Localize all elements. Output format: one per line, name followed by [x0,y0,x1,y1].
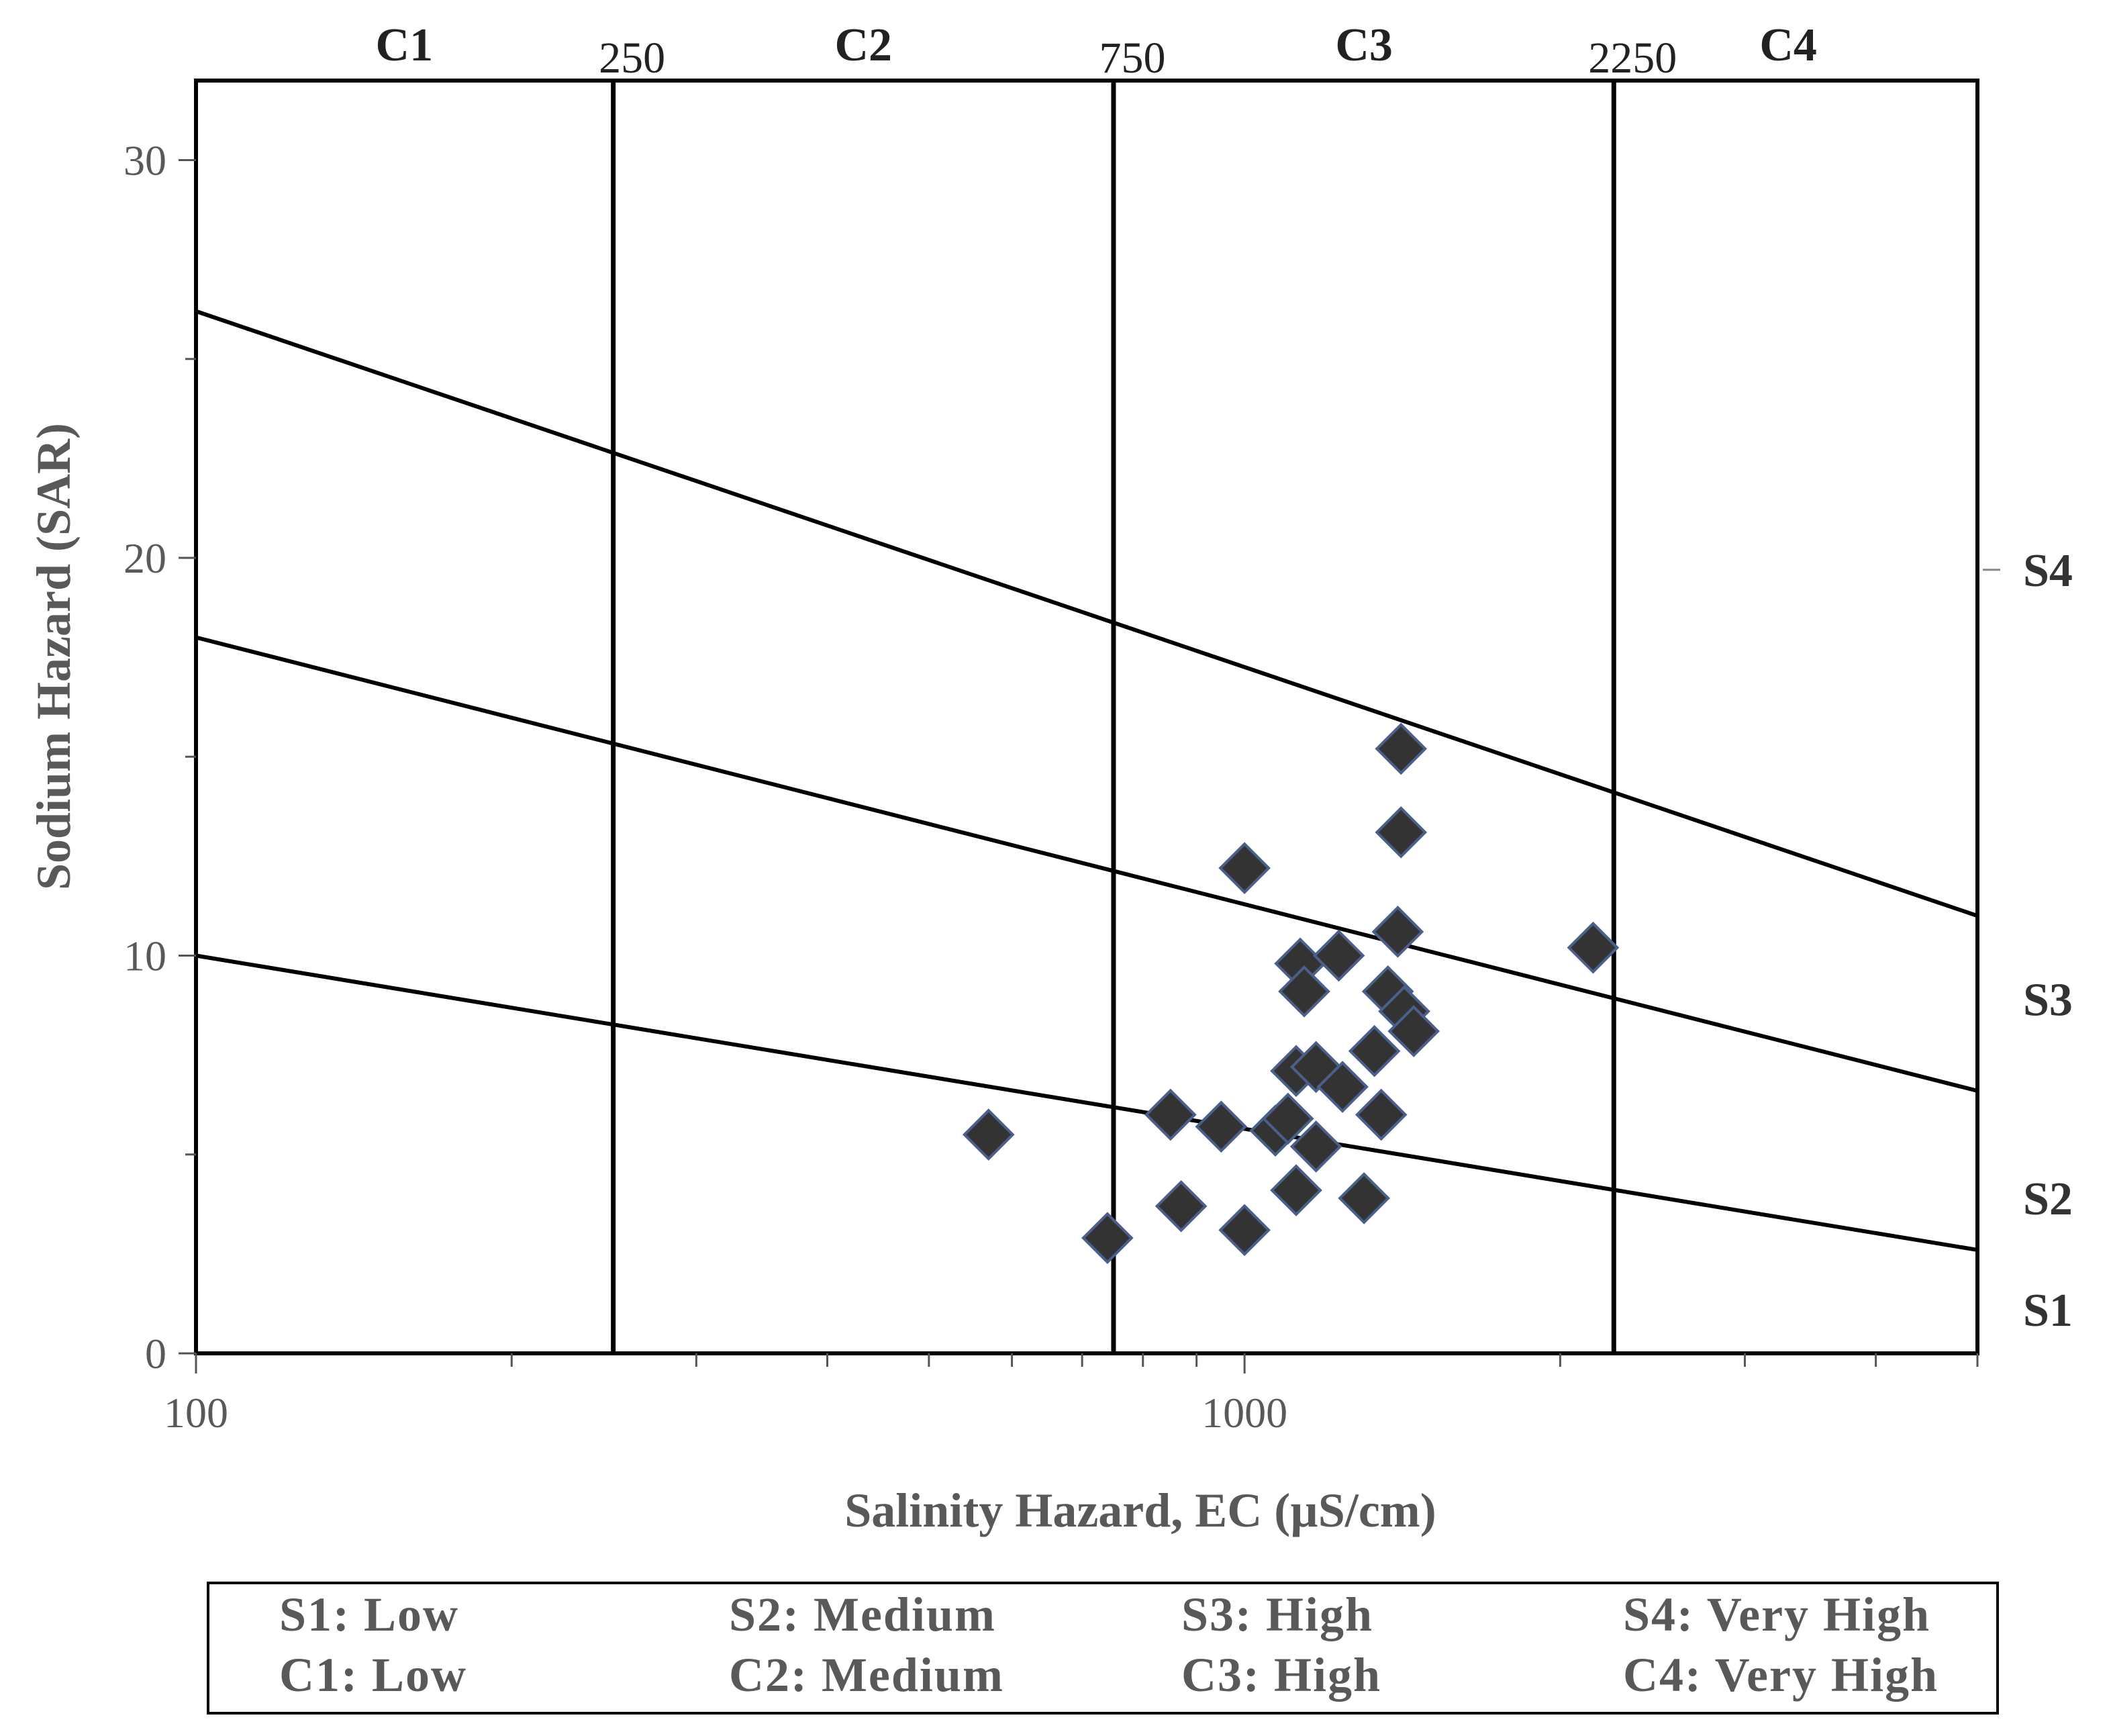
data-point [1195,1100,1248,1153]
data-point [1371,906,1424,958]
sodium-hazard-line [195,953,1978,1252]
y-tick-label: 20 [124,534,166,582]
salinity-boundary-label: 250 [599,34,665,83]
data-point [1375,722,1428,775]
y-tick-label: 0 [145,1330,166,1378]
legend-box: S1: Low S2: Medium S3: High S4: Very Hig… [207,1582,1999,1715]
data-point [1355,1088,1408,1141]
salinity-boundary-label: 750 [1099,34,1165,83]
data-point [962,1108,1015,1161]
sodium-hazard-line [195,309,1978,918]
salinity-class-label: C3 [1335,19,1393,71]
data-point [1144,1088,1197,1141]
sodium-class-label: S2 [2023,1173,2073,1225]
salinity-class-label: C2 [834,19,892,71]
data-point [1218,1204,1271,1257]
sodium-class-label: S4 [2023,545,2073,597]
sodium-class-label: S1 [2023,1285,2073,1337]
data-point [1316,1061,1369,1113]
data-point [1278,965,1330,1018]
legend-s4: S4: Very High [1623,1588,1931,1641]
salinity-class-label: C4 [1759,19,1817,71]
x-axis-title: Salinity Hazard, EC (µS/cm) [844,1484,1436,1537]
data-point [1348,1024,1401,1077]
salinity-class-label: C1 [376,19,434,71]
data-point [1312,929,1365,982]
data-point [1387,1005,1440,1057]
legend-c3: C3: High [1181,1648,1382,1702]
legend-s3: S3: High [1181,1588,1374,1641]
sodium-class-label: S3 [2023,975,2073,1026]
y-tick-label: 30 [124,137,166,185]
x-tick-label: 100 [164,1389,228,1437]
data-point [1338,1172,1390,1224]
y-tick-label: 10 [124,932,166,980]
data-point [1567,921,1620,974]
y-axis-title: Sodium Hazard (SAR) [27,423,81,890]
data-point [1218,842,1271,894]
data-point [1155,1179,1208,1233]
legend-c4: C4: Very High [1623,1648,1939,1702]
sodium-hazard-line [195,635,1978,1093]
legend-s1: S1: Low [279,1588,460,1641]
x-tick-label: 1000 [1201,1389,1287,1437]
data-point [1270,1164,1322,1216]
salinity-boundary-label: 2250 [1588,34,1677,83]
legend-s2: S2: Medium [729,1588,996,1641]
legend-c2: C2: Medium [729,1648,1004,1702]
data-point [1289,1120,1342,1173]
data-point [1081,1212,1134,1265]
plot-area-frame [194,79,1979,1355]
data-point [1375,806,1428,859]
legend-c1: C1: Low [279,1648,467,1702]
data-point [1261,1092,1314,1145]
